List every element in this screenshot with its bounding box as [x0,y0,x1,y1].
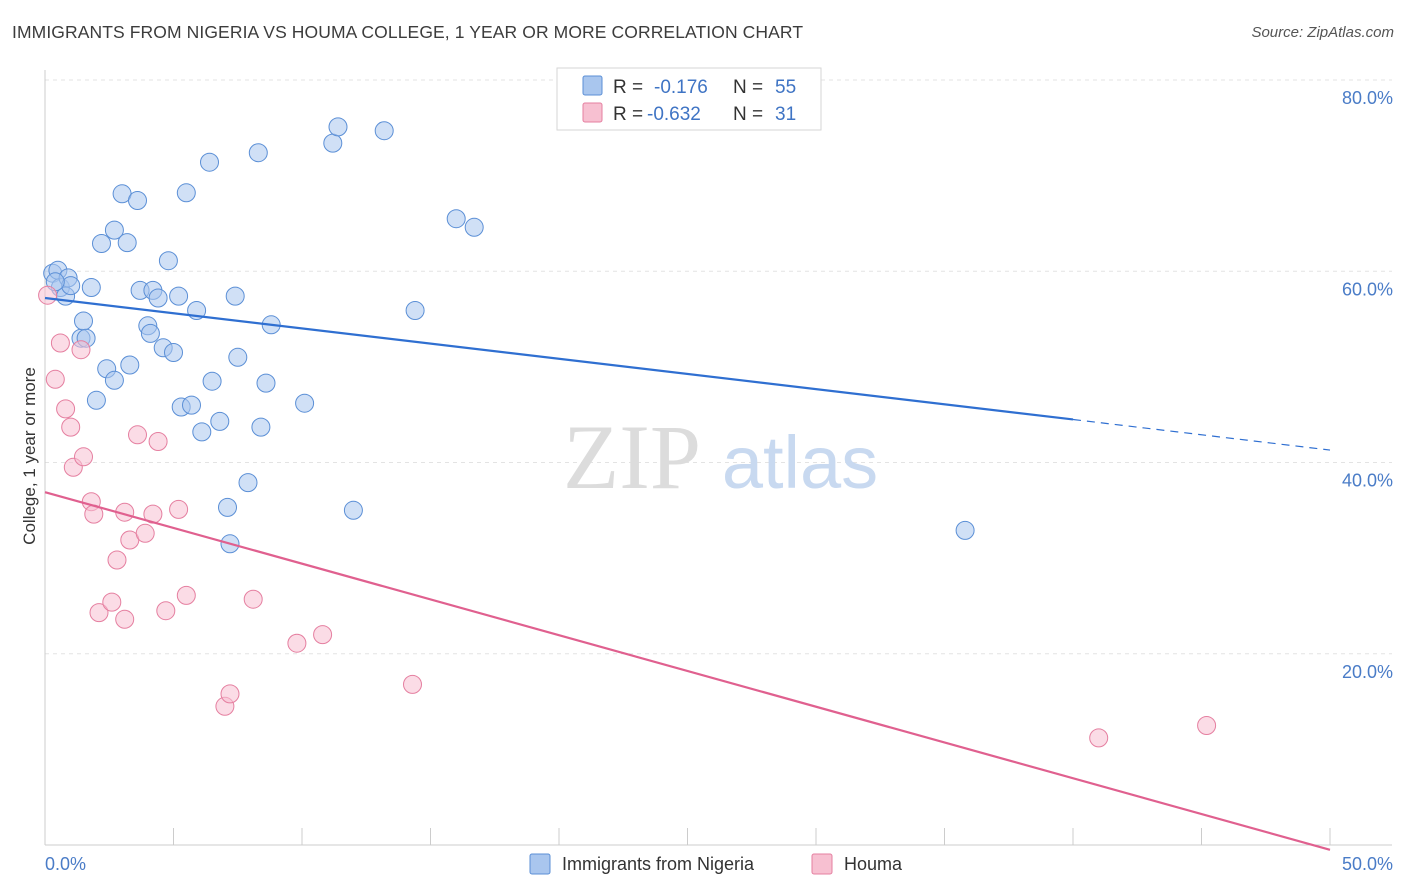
stats-n-label-nigeria: N = [733,77,763,98]
point-houma [71,340,91,360]
point-nigeria [218,497,237,517]
y-tick-labels: 20.0% 40.0% 60.0% 80.0% [1342,88,1393,682]
point-nigeria [81,278,101,297]
point-nigeria [158,251,178,271]
y-axis-label: College, 1 year or more [20,367,39,545]
point-nigeria [74,311,93,331]
y-tick-label: 20.0% [1342,662,1393,682]
point-nigeria [148,288,168,308]
point-nigeria [104,220,124,240]
trend-line-extension-nigeria [1072,418,1331,451]
stats-r-label-nigeria: R = [613,77,643,98]
trend-line-nigeria [44,296,1074,421]
stats-legend: R = -0.176 N = 55 R = -0.632 N = 31 [556,67,822,131]
point-nigeria [464,217,484,237]
x-tick-label-max: 50.0% [1342,854,1393,874]
source-credit: Source: ZipAtlas.com [1251,24,1394,41]
point-houma [50,333,70,353]
point-nigeria [128,191,147,210]
point-nigeria [248,143,268,163]
point-nigeria [955,520,975,540]
point-houma [148,432,168,451]
point-nigeria [256,373,276,393]
point-houma [61,417,81,437]
legend-label-houma: Houma [844,854,903,874]
point-nigeria [140,323,160,343]
grid-lines [45,79,1392,655]
point-nigeria [202,371,222,391]
point-nigeria [176,183,196,203]
stats-r-label-houma: R = [613,104,643,125]
point-houma [135,523,155,543]
point-nigeria [374,121,394,141]
point-houma [56,399,76,419]
point-nigeria [251,417,271,437]
point-houma [1197,716,1217,735]
point-houma [169,499,189,519]
point-houma [287,633,307,653]
point-houma [45,369,65,389]
point-nigeria [343,500,363,520]
point-houma [107,550,127,570]
stats-r-value-houma: -0.632 [647,104,701,125]
x-tick-label-min: 0.0% [45,854,86,874]
point-nigeria [210,411,230,431]
point-houma [220,684,240,704]
stats-n-label-houma: N = [733,104,763,125]
point-nigeria [164,343,183,362]
y-tick-label: 80.0% [1342,88,1393,108]
point-houma [89,603,109,623]
chart-title: IMMIGRANTS FROM NIGERIA VS HOUMA COLLEGE… [12,22,804,42]
point-houma [176,585,196,605]
point-houma [243,589,263,609]
point-houma [156,601,176,621]
point-houma [1089,728,1109,748]
watermark-atlas: atlas [722,421,878,504]
point-nigeria [92,234,111,253]
point-nigeria [446,209,466,229]
point-nigeria [104,370,124,390]
point-nigeria [228,347,248,367]
point-nigeria [86,390,106,410]
legend-swatch-houma [811,853,833,875]
stats-r-value-nigeria: -0.176 [654,77,708,98]
point-nigeria [169,286,189,306]
stats-swatch-houma [582,102,603,123]
point-nigeria [192,422,212,442]
legend-label-nigeria: Immigrants from Nigeria [562,854,755,874]
point-nigeria [323,133,343,153]
point-houma [128,425,147,445]
trend-lines [44,296,1331,851]
stats-n-value-houma: 31 [775,104,796,125]
x-axis-ticks [44,828,1331,845]
point-houma [102,592,122,612]
point-nigeria [182,395,201,415]
point-nigeria [328,117,348,137]
point-houma [74,447,93,467]
legend-swatch-nigeria [529,853,551,875]
stats-n-value-nigeria: 55 [775,77,796,98]
point-nigeria [200,152,219,172]
point-nigeria [120,355,140,375]
point-nigeria [225,286,245,306]
point-nigeria [117,233,137,253]
point-nigeria [295,393,315,413]
stats-swatch-nigeria [582,75,603,96]
point-houma [38,285,58,305]
point-houma [115,609,135,629]
watermark-zip: ZIP [563,406,701,508]
data-points [38,117,1217,748]
series-legend: Immigrants from Nigeria Houma [529,853,903,875]
trend-line-houma [44,491,1331,851]
point-houma [313,625,333,645]
point-nigeria [405,301,425,320]
y-tick-label: 60.0% [1342,279,1393,299]
point-nigeria [238,473,258,493]
point-houma [403,674,422,694]
y-tick-label: 40.0% [1342,471,1393,491]
